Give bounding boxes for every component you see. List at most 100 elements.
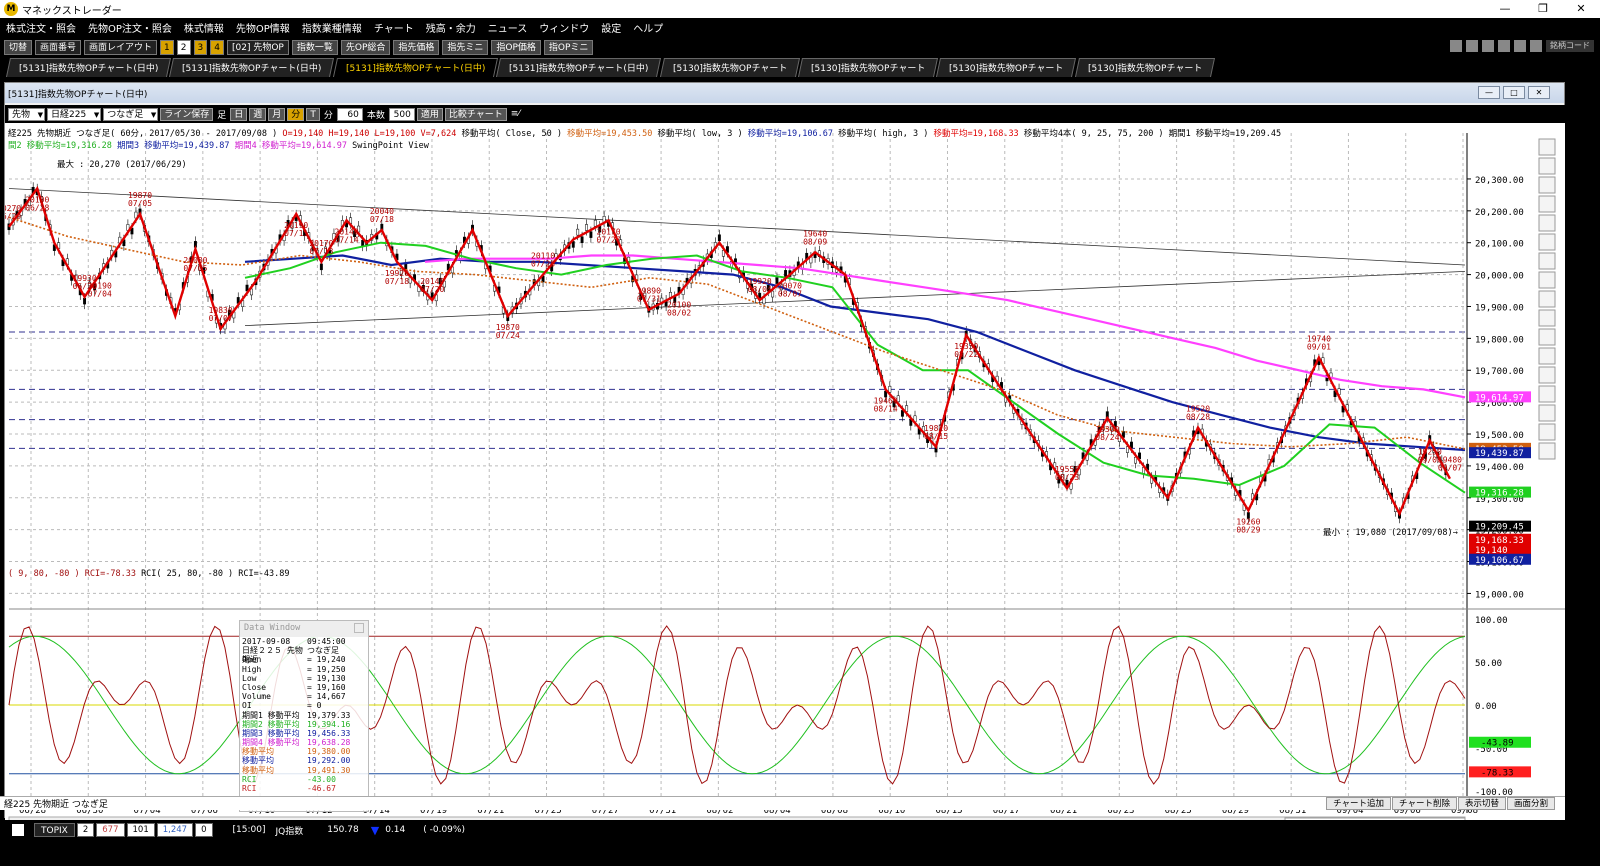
menu-item[interactable]: 設定 <box>601 24 622 35</box>
monitor-icon[interactable] <box>1482 40 1494 52</box>
delete-chart-button[interactable]: チャート削除 <box>1392 797 1457 810</box>
vline-tool-icon[interactable] <box>1538 214 1556 232</box>
count-input[interactable]: 500 <box>388 107 415 121</box>
candle-body <box>900 410 904 417</box>
apply-button[interactable]: 適用 <box>416 107 443 121</box>
tab-chart[interactable]: [5131]指数先物OPチャート(日中) <box>5 58 172 77</box>
period-day-button[interactable]: 日 <box>230 107 248 121</box>
period-minute-button[interactable]: 分 <box>287 107 305 121</box>
fib-tool-icon[interactable] <box>1538 271 1556 289</box>
maximize-button[interactable]: ❐ <box>1538 2 1548 15</box>
plus-tool-icon[interactable] <box>1538 157 1556 175</box>
swing-label-value: 19830 <box>209 306 233 315</box>
futop-summary-button[interactable]: 先OP総合 <box>340 39 391 55</box>
menu-item[interactable]: チャート <box>373 24 414 35</box>
status-checkbox[interactable] <box>12 824 24 836</box>
tab-chart[interactable]: [5130]指数先物OPチャート <box>1074 58 1215 77</box>
settings-icon[interactable] <box>1530 40 1542 52</box>
split-screen-button[interactable]: 画面分割 <box>1506 797 1555 810</box>
mode-select[interactable]: つなぎ足 <box>103 107 159 121</box>
tile-icon[interactable] <box>1450 40 1462 52</box>
info-ma-close-value: 移動平均=19,453.50 <box>567 129 653 139</box>
data-window-key: Open <box>242 655 262 665</box>
menu-item[interactable]: ウィンドウ <box>539 24 590 35</box>
minutes-input[interactable]: 60 <box>336 107 363 121</box>
menu-item[interactable]: ニュース <box>487 24 528 35</box>
date-tick-label: 07/06 <box>191 806 218 816</box>
index-op-price-button[interactable]: 指OP価格 <box>491 39 541 55</box>
ellipse-tool-icon[interactable] <box>1538 366 1556 384</box>
period-tick-button[interactable]: T <box>306 107 320 121</box>
layout-3-button[interactable]: 3 <box>193 39 208 55</box>
eraser2-tool-icon[interactable] <box>1538 442 1556 460</box>
info-ma-low: 移動平均( low, 3 ) <box>657 129 743 139</box>
menu-item[interactable]: 株式注文・照会 <box>6 24 76 35</box>
window-icon[interactable] <box>1466 40 1478 52</box>
data-window-close-button[interactable] <box>354 623 364 633</box>
data-window-row: 期間1 移動平均 19,379.33 <box>240 711 368 720</box>
layout-4-button[interactable]: 4 <box>210 39 224 55</box>
menu-item[interactable]: 残高・余力 <box>425 24 476 35</box>
chart-close-button[interactable]: ✕ <box>1528 86 1550 99</box>
text-tool-icon[interactable] <box>1538 328 1556 346</box>
toggle-display-button[interactable]: 表示切替 <box>1457 797 1506 810</box>
price-tag-box <box>1469 520 1531 532</box>
index-op-mini-button[interactable]: 指OPミニ <box>543 39 594 55</box>
tab-chart[interactable]: [5130]指数先物OPチャート <box>659 58 800 77</box>
code-search-field[interactable]: 銘柄コード <box>1546 40 1594 52</box>
chan-tool-icon[interactable] <box>1538 290 1556 308</box>
data-window-row: Close = 19,160 <box>240 683 368 692</box>
menu-item[interactable]: ヘルプ <box>633 24 664 35</box>
minimize-button[interactable]: — <box>1499 2 1511 15</box>
switch-button[interactable]: 切替 <box>4 39 33 55</box>
product-dropdown[interactable]: [02] 先物OP <box>226 39 289 55</box>
rect-tool-icon[interactable] <box>1538 385 1556 403</box>
tab-chart[interactable]: [5131]指数先物OPチャート(日中) <box>169 58 335 77</box>
tab-chart[interactable]: [5130]指数先物OPチャート <box>936 58 1077 77</box>
compare-chart-button[interactable]: 比較チャート <box>444 107 507 121</box>
arrow-tool-icon[interactable] <box>1538 138 1556 156</box>
date-tick-label: 07/14 <box>363 806 390 816</box>
fork-tool-icon[interactable] <box>1538 309 1556 327</box>
swing-label-value: 20170 <box>309 239 333 248</box>
print-icon[interactable] <box>1514 40 1526 52</box>
diag-tool-icon[interactable] <box>1538 176 1556 194</box>
price-tag-box <box>1469 553 1531 565</box>
ma50-line <box>8 216 1466 450</box>
lock-icon[interactable] <box>1498 40 1510 52</box>
close-button[interactable]: ✕ <box>1576 2 1586 15</box>
menu-item[interactable]: 先物OP情報 <box>235 24 290 35</box>
bulb-tool-icon[interactable] <box>1538 233 1556 251</box>
chart-minimize-button[interactable]: — <box>1478 86 1500 99</box>
pen-tool-icon[interactable] <box>1538 252 1556 270</box>
period-week-button[interactable]: 週 <box>249 107 267 121</box>
index-list-button[interactable]: 指数一覧 <box>291 39 338 55</box>
data-window-value: 09:45:00 <box>307 637 346 646</box>
index-select[interactable]: 日経225 <box>47 107 102 121</box>
save-line-button[interactable]: ライン保存 <box>160 107 214 121</box>
data-window[interactable]: Data Window 2017-09-08 09:45:00 日経２２５ 先物期近… <box>239 620 369 812</box>
period-month-button[interactable]: 月 <box>268 107 286 121</box>
layout-1-button[interactable]: 1 <box>160 39 174 55</box>
hline-tool-icon[interactable] <box>1538 195 1556 213</box>
menu-item[interactable]: 指数業種情報 <box>301 24 362 35</box>
layout-2-button[interactable]: 2 <box>176 39 191 55</box>
screen-number-button[interactable]: 画面番号 <box>35 39 82 55</box>
tri-tool-icon[interactable] <box>1538 404 1556 422</box>
data-window-value: = 19,130 <box>307 673 346 683</box>
index-futures-price-button[interactable]: 指先価格 <box>393 39 440 55</box>
layout-dropdown[interactable]: 画面レイアウト <box>84 39 158 55</box>
add-chart-button[interactable]: チャート追加 <box>1326 797 1392 810</box>
box-tool-icon[interactable] <box>1538 347 1556 365</box>
index-futures-mini-button[interactable]: 指先ミニ <box>442 39 489 55</box>
chart-maximize-button[interactable]: □ <box>1503 86 1525 99</box>
menu-item[interactable]: 先物OP注文・照会 <box>88 24 172 35</box>
info-line-2: 間2 移動平均=19,316.28 期間3 移動平均=19,439.87 期間4… <box>8 139 429 151</box>
menu-item[interactable]: 株式情報 <box>183 24 224 35</box>
type-select[interactable]: 先物 <box>8 107 46 121</box>
tab-chart-active[interactable]: [5131]指数先物OPチャート(日中) <box>332 58 499 77</box>
indicator-icon[interactable]: ≡⁄ <box>510 109 520 119</box>
tab-chart[interactable]: [5130]指数先物OPチャート <box>797 58 939 77</box>
erase-tool-icon[interactable] <box>1538 423 1556 441</box>
tab-chart[interactable]: [5131]指数先物OPチャート(日中) <box>496 58 662 77</box>
